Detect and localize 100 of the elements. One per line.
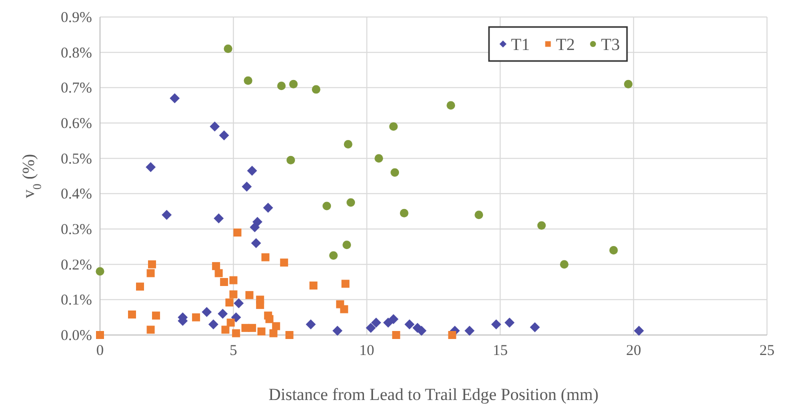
point — [136, 282, 144, 291]
point — [389, 122, 398, 131]
point — [146, 162, 156, 172]
point — [624, 80, 633, 88]
point — [530, 322, 540, 332]
point — [344, 140, 352, 148]
point — [341, 280, 350, 288]
point — [242, 182, 252, 192]
point — [250, 222, 260, 232]
point — [491, 319, 502, 330]
point — [128, 310, 136, 319]
x-tick-label: 15 — [492, 343, 508, 359]
point — [152, 312, 160, 320]
point — [634, 326, 644, 336]
point — [234, 298, 244, 308]
point — [371, 318, 382, 328]
point — [96, 331, 104, 339]
point — [474, 210, 484, 220]
y-tick-label: 0.1% — [60, 292, 92, 309]
point — [225, 298, 234, 306]
point — [244, 76, 252, 85]
point — [390, 168, 400, 177]
point — [286, 156, 296, 164]
y-tick-label: 0.2% — [60, 257, 92, 274]
x-tick-label: 5 — [230, 343, 238, 359]
point — [342, 240, 352, 250]
point — [208, 319, 218, 330]
point — [96, 267, 104, 276]
point — [162, 210, 172, 220]
point — [210, 122, 220, 132]
point — [309, 282, 318, 290]
point — [340, 305, 348, 314]
point — [329, 251, 338, 260]
x-tick-label: 0 — [96, 343, 104, 359]
point — [285, 331, 294, 339]
point — [226, 318, 235, 327]
point — [229, 276, 238, 284]
legend-label: T3 — [601, 35, 620, 54]
point — [374, 154, 384, 163]
point — [233, 228, 242, 237]
point — [261, 253, 270, 262]
point — [256, 300, 264, 309]
point — [221, 326, 230, 334]
point — [404, 319, 414, 330]
point — [219, 130, 230, 140]
point — [251, 238, 262, 248]
point — [448, 331, 456, 339]
point — [312, 85, 320, 94]
y-tick-label: 0.7% — [60, 80, 92, 97]
point — [464, 326, 475, 336]
x-tick-label: 25 — [760, 343, 774, 359]
point — [609, 246, 618, 254]
point — [224, 44, 232, 54]
point — [392, 331, 400, 339]
point — [220, 278, 228, 286]
point — [214, 213, 224, 224]
point — [146, 269, 155, 278]
point — [322, 202, 332, 210]
point — [269, 329, 278, 338]
point — [560, 260, 568, 269]
point — [212, 262, 220, 270]
y-tick-label: 0.3% — [60, 222, 92, 238]
point — [245, 291, 254, 300]
point — [280, 258, 288, 267]
point — [231, 312, 242, 322]
point — [170, 93, 180, 104]
point — [446, 101, 456, 110]
point — [504, 318, 515, 328]
point — [248, 324, 256, 332]
point — [257, 327, 266, 336]
point — [214, 269, 223, 278]
y-tick-label: 0.8% — [60, 45, 92, 62]
y-tick-label: 0.5% — [60, 151, 92, 168]
y-tick-label: 0.9% — [60, 10, 92, 26]
point — [232, 329, 240, 338]
point — [366, 322, 376, 333]
point — [289, 80, 298, 88]
point — [346, 198, 356, 207]
y-tick-label: 0.6% — [60, 116, 92, 132]
point — [306, 319, 316, 330]
y-tick-label: 0.0% — [60, 328, 92, 344]
point — [277, 82, 286, 90]
point — [272, 322, 280, 330]
legend-label: T1 — [511, 35, 530, 54]
y-tick-label: 0.4% — [60, 186, 92, 203]
point — [146, 326, 155, 334]
x-tick-label: 10 — [359, 343, 374, 359]
point — [247, 166, 258, 176]
point — [148, 260, 156, 268]
point — [400, 208, 408, 218]
point — [218, 308, 228, 319]
legend-label: T2 — [556, 35, 575, 54]
point — [332, 326, 342, 336]
point — [202, 307, 212, 318]
point — [229, 290, 238, 298]
point — [192, 313, 200, 322]
point — [537, 221, 546, 230]
x-axis-title: Distance from Lead to Trail Edge Position (mm) — [268, 385, 599, 404]
point — [388, 314, 398, 324]
point — [265, 315, 274, 324]
